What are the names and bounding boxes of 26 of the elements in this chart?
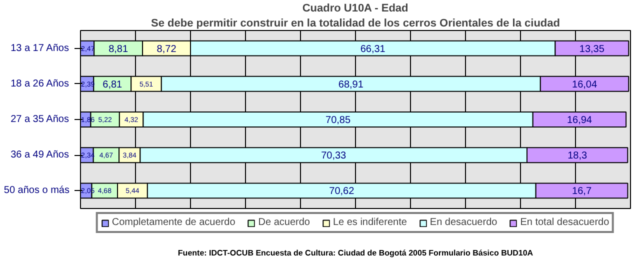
y-tick-label: 13 a 17 Años bbox=[10, 42, 69, 54]
legend-label: De acuerdo bbox=[258, 217, 310, 228]
y-tick-label: 18 a 26 Años bbox=[10, 78, 69, 90]
data-label: 13,35 bbox=[579, 44, 605, 55]
data-label: 70,33 bbox=[321, 150, 347, 162]
y-tick-label: 36 a 49 Años bbox=[10, 150, 69, 161]
data-label: 70,62 bbox=[329, 186, 355, 198]
chart-subtitle: Se debe permitir construir en la totalidad de los cerros Orientales de la ciudad bbox=[151, 18, 560, 30]
data-label: 16,7 bbox=[572, 186, 592, 198]
data-label: 16,04 bbox=[572, 79, 598, 90]
y-tick-label: 27 a 35 Años bbox=[10, 114, 69, 125]
legend-label: En total desacuerdo bbox=[520, 217, 610, 228]
data-label: 70,85 bbox=[326, 115, 351, 126]
legend-label: En desacuerdo bbox=[430, 217, 498, 228]
legend-label: Le es indiferente bbox=[332, 217, 407, 228]
data-label: 6,81 bbox=[102, 79, 123, 90]
legend-label: Completamente de acuerdo bbox=[112, 217, 236, 228]
chart-title: Cuadro U10A - Edad bbox=[302, 2, 408, 14]
data-label: 8,72 bbox=[156, 44, 177, 55]
data-label: 66,31 bbox=[360, 44, 386, 55]
data-label: 16,94 bbox=[566, 115, 592, 126]
data-label: 8,81 bbox=[108, 44, 128, 55]
data-label: 68,91 bbox=[338, 79, 364, 90]
source-note: Fuente: IDCT-OCUB Encuesta de Cultura: Ciudad de Bogotá 2005 Formulario Básico BUD10A bbox=[178, 248, 534, 258]
y-tick-label: 50 años o más bbox=[4, 185, 70, 196]
data-label: 18,3 bbox=[568, 150, 588, 162]
